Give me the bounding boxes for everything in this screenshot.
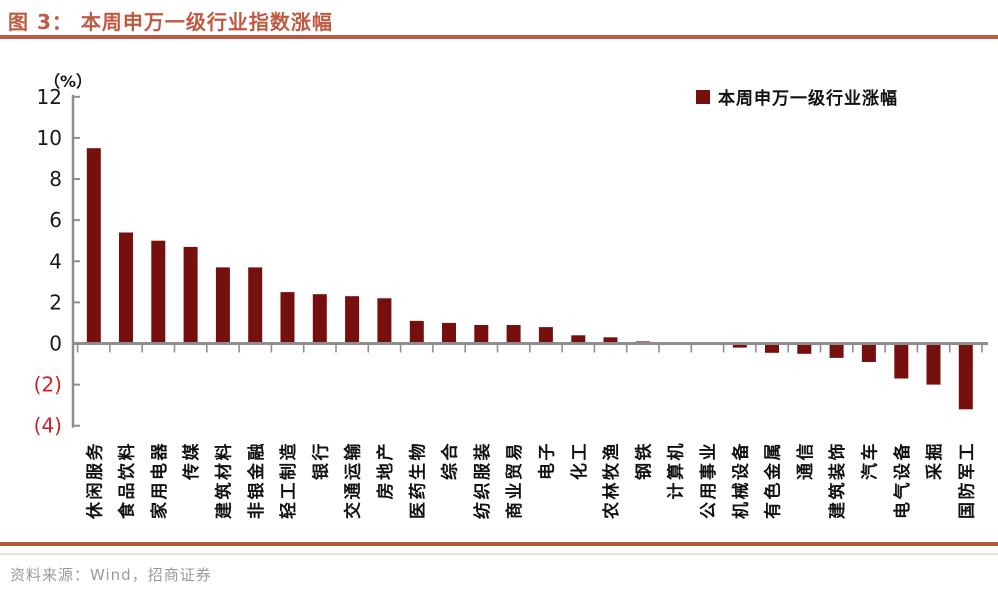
chart-legend: 本周申万一级行业涨幅 — [696, 84, 898, 109]
legend-series-label: 本周申万一级行业涨幅 — [718, 89, 898, 109]
bar — [861, 343, 876, 362]
x-category-label: 纺织服装 — [472, 441, 493, 519]
x-category-label: 医药生物 — [407, 441, 428, 519]
bar — [280, 292, 295, 344]
bar — [732, 343, 747, 348]
bar — [571, 335, 586, 344]
x-category-label: 休闲服务 — [84, 441, 105, 520]
y-tick-label: 0 — [49, 332, 62, 356]
figure-bottom-rule — [0, 542, 998, 546]
x-category-label: 交通运输 — [343, 441, 364, 519]
x-category-label: 商业贸易 — [504, 441, 525, 519]
bar-chart: 12 10 8 6 4 2 0 (2) (4) 休闲服务 食品饮料 家用电器 传媒 建筑材料 非银金融 轻工制… — [34, 85, 988, 520]
bar — [894, 343, 909, 379]
y-tick-label: (2) — [34, 373, 62, 397]
y-tick-label: 2 — [49, 290, 62, 314]
y-tick-label: 8 — [49, 167, 62, 191]
footer-divider-rule — [0, 553, 998, 555]
x-category-label: 国防军工 — [956, 441, 977, 519]
bar — [442, 322, 456, 344]
bar — [377, 298, 392, 344]
x-category-label: 电子 — [536, 441, 557, 480]
x-category-label: 机械设备 — [730, 441, 751, 519]
bar — [215, 267, 230, 344]
x-category-label: 建筑材料 — [213, 441, 234, 519]
x-category-label: 汽车 — [859, 441, 880, 480]
bar — [829, 343, 844, 358]
bar — [797, 343, 812, 354]
x-category-label: 建筑装饰 — [827, 441, 848, 519]
bar — [926, 343, 941, 385]
x-category-label: 家用电器 — [149, 441, 170, 519]
y-tick-label: 12 — [37, 85, 62, 109]
bar — [119, 232, 133, 344]
data-source-note: 资料来源：Wind，招商证券 — [10, 566, 212, 584]
y-tick-label: 6 — [49, 208, 62, 232]
bar — [474, 325, 489, 344]
y-tick-label: 4 — [49, 249, 62, 273]
x-category-label: 通信 — [795, 441, 816, 480]
bar — [958, 343, 973, 410]
bar — [248, 267, 263, 344]
bar — [151, 240, 166, 344]
bar — [603, 337, 618, 344]
x-category-label: 电气设备 — [892, 441, 913, 519]
x-category-label: 传媒 — [181, 441, 202, 481]
bar — [506, 325, 521, 344]
x-category-label: 有色金属 — [763, 441, 784, 519]
bar — [312, 294, 327, 344]
bar — [765, 343, 779, 353]
x-category-label: 房地产 — [375, 441, 396, 500]
x-category-label: 农林牧渔 — [601, 441, 622, 520]
y-tick-label: (4) — [34, 414, 62, 438]
x-category-label: 化工 — [569, 441, 590, 480]
x-category-label: 采掘 — [924, 441, 945, 481]
bar — [538, 327, 553, 344]
x-category-label: 钢铁 — [633, 441, 654, 480]
x-category-label: 轻工制造 — [278, 441, 299, 519]
x-category-label: 银行 — [310, 441, 331, 480]
x-category-label: 综合 — [440, 441, 461, 480]
bar — [409, 320, 424, 344]
y-tick-label: 10 — [37, 126, 62, 150]
bar — [345, 296, 360, 344]
x-category-label: 非银金融 — [246, 441, 267, 519]
x-category-label: 食品饮料 — [117, 441, 138, 519]
figure-title: 图 3： 本周申万一级行业指数涨幅 — [8, 10, 333, 34]
legend-swatch-icon — [696, 89, 710, 104]
bar — [86, 148, 101, 344]
x-category-label: 公用事业 — [699, 441, 719, 519]
title-underline-rule — [0, 35, 998, 39]
x-category-label: 计算机 — [666, 441, 687, 500]
y-axis-unit-label: （%） — [44, 72, 93, 91]
bar — [183, 246, 198, 344]
